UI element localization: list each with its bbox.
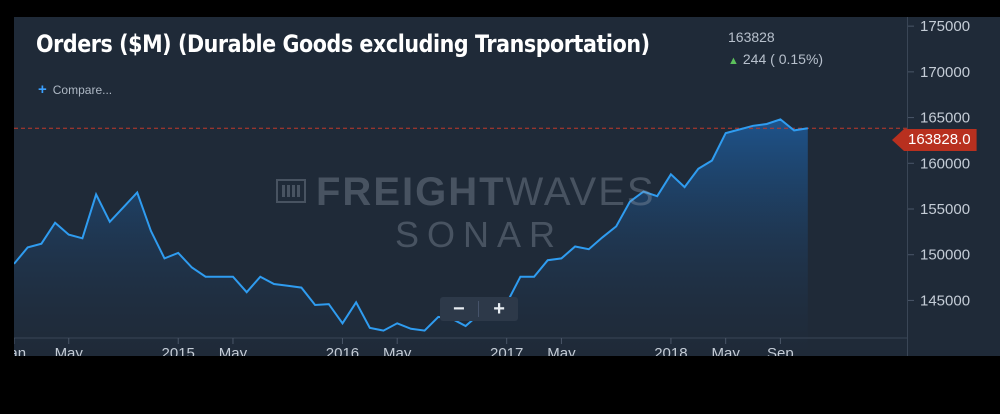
- zoom-controls: − +: [440, 297, 518, 321]
- zoom-in-button[interactable]: +: [493, 298, 505, 320]
- compare-button[interactable]: + Compare...: [38, 81, 112, 98]
- x-tick-label: May: [383, 345, 412, 356]
- y-tick-label: 165000: [920, 110, 970, 127]
- x-tick-label: 2018: [654, 345, 687, 356]
- x-tick-label: Jan: [14, 345, 26, 356]
- y-axis: 145000 150000 155000 160000 165000 170000 1750…: [908, 18, 970, 309]
- change-indicator: ▲ 244 ( 0.15%): [728, 51, 823, 67]
- y-tick-label: 145000: [920, 292, 970, 309]
- watermark-bold: FREIGHT: [316, 170, 506, 214]
- chart-svg: Jan May 2015 May 2016 May 2017 May 2018 May Sep: [14, 118, 907, 356]
- y-tick-label: 160000: [920, 155, 970, 172]
- change-text: 244 ( 0.15%): [742, 51, 824, 67]
- freightwaves-logo-icon: [276, 179, 306, 203]
- watermark-thin: WAVES: [505, 170, 656, 214]
- x-tick-label: 2016: [326, 345, 359, 356]
- y-tick-label: 170000: [920, 64, 970, 81]
- x-tick-label: 2017: [490, 345, 523, 356]
- y-axis-panel: 145000 150000 155000 160000 165000 170000 1750…: [907, 17, 1000, 356]
- x-tick-label: May: [547, 345, 576, 356]
- zoom-out-button[interactable]: −: [452, 298, 465, 320]
- last-value: 163828: [728, 29, 775, 45]
- watermark-freightwaves: FREIGHTWAVES: [316, 170, 656, 215]
- current-price-tag: 163828.0: [892, 129, 977, 151]
- x-tick-label: May: [219, 345, 248, 356]
- x-tick-label: May: [711, 345, 740, 356]
- zoom-divider: [478, 301, 480, 317]
- x-tick-label: May: [55, 345, 84, 356]
- chart-title: Orders ($M) (Durable Goods excluding Tra…: [36, 30, 650, 58]
- plus-icon: +: [38, 81, 47, 98]
- watermark-sonar: SONAR: [395, 214, 564, 255]
- y-tick-label: 175000: [920, 18, 970, 35]
- x-tick-label: Sep: [767, 345, 794, 356]
- arrow-up-icon: ▲: [728, 55, 739, 67]
- y-tick-label: 155000: [920, 201, 970, 218]
- area-fill: [14, 119, 808, 356]
- y-tick-label: 150000: [920, 247, 970, 264]
- compare-label: Compare...: [52, 83, 113, 97]
- series-line: [14, 118, 808, 332]
- x-tick-label: 2015: [162, 345, 195, 356]
